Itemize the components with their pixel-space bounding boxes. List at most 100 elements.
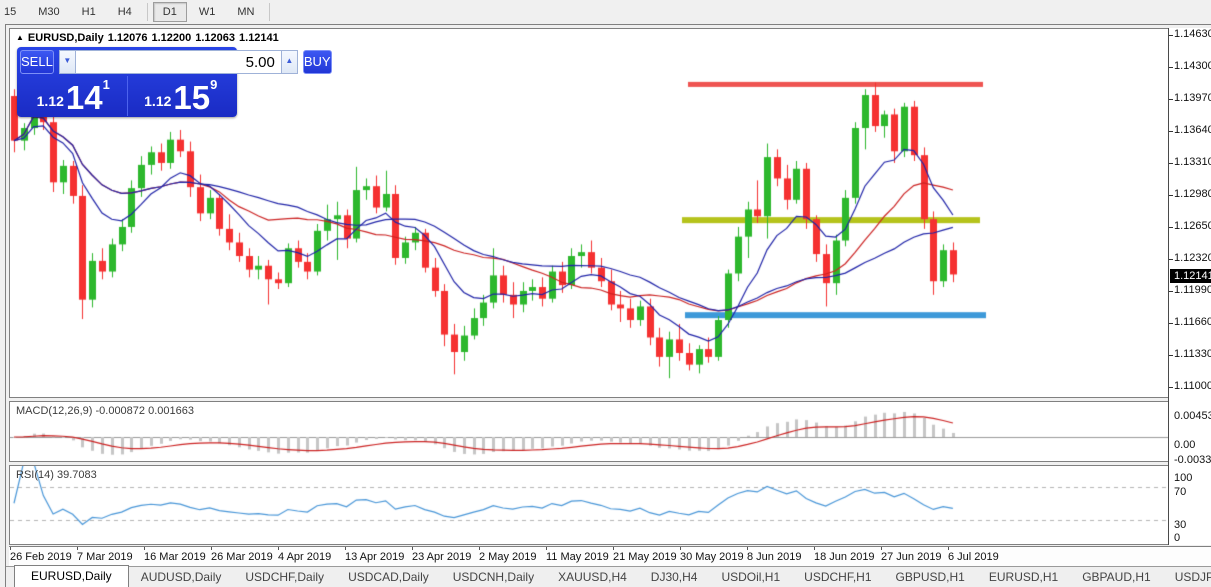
price-axis-tick <box>1169 99 1173 100</box>
buy-button[interactable]: BUY <box>302 50 332 74</box>
price-axis-tick <box>1169 323 1173 324</box>
tab-xauusd-h4[interactable]: XAUUSD,H4 <box>558 570 627 584</box>
price-axis-tick <box>1169 195 1173 196</box>
tab-gbpaud-h1[interactable]: GBPAUD,H1 <box>1082 570 1151 584</box>
price-axis-tick <box>1169 259 1173 260</box>
tab-usdjp[interactable]: USDJP <box>1174 570 1211 584</box>
tab-eurusd-h1[interactable]: EURUSD,H1 <box>988 570 1059 584</box>
rsi-axis-label: 70 <box>1174 486 1187 498</box>
ask-price-button[interactable]: 1.12 15 9 <box>128 76 235 116</box>
date-axis-label: 4 Apr 2019 <box>278 551 332 563</box>
date-axis-tick <box>613 547 614 550</box>
volume-decrease-button[interactable]: ▼ <box>58 50 76 74</box>
timeframe-button-h1[interactable]: H1 <box>81 6 96 18</box>
date-axis-tick <box>814 547 815 550</box>
date-axis-tick <box>278 547 279 550</box>
bid-price-button[interactable]: 1.12 14 1 <box>20 76 127 116</box>
rsi-panel: RSI(14) 39.7083 <box>9 465 1169 545</box>
toolbar-separator <box>269 3 271 21</box>
ask-price-pip: 9 <box>210 77 218 92</box>
timeframe-button-h4[interactable]: H4 <box>117 6 132 18</box>
price-axis-tick <box>1169 163 1173 164</box>
price-axis-label: 1.12650 <box>1174 220 1211 232</box>
rsi-axis-label: 30 <box>1174 519 1187 531</box>
price-axis-tick <box>1169 291 1173 292</box>
volume-increase-button[interactable]: ▲ <box>280 50 298 74</box>
date-axis-label: 26 Feb 2019 <box>10 551 72 563</box>
price-axis-label: 1.13310 <box>1174 156 1211 168</box>
tab-eurusd-daily[interactable]: EURUSD,Daily <box>14 565 129 587</box>
price-axis-label: 1.13970 <box>1174 92 1211 104</box>
price-axis-label: 1.14630 <box>1174 28 1211 40</box>
date-axis[interactable]: 26 Feb 2019 7 Mar 2019 16 Mar 2019 26 Mar 2… <box>9 546 1211 566</box>
tab-usdoil-h1[interactable]: USDOil,H1 <box>721 570 781 584</box>
tab-dj30-h4[interactable]: DJ30,H4 <box>650 570 698 584</box>
price-axis-tick <box>1169 355 1173 356</box>
date-axis-label: 21 May 2019 <box>613 551 677 563</box>
rsi-label: RSI(14) 39.7083 <box>16 469 97 481</box>
tab-usdchf-h1[interactable]: USDCHF,H1 <box>804 570 872 584</box>
date-axis-label: 2 May 2019 <box>479 551 537 563</box>
macd-panel: MACD(12,26,9) -0.000872 0.001663 <box>9 401 1169 462</box>
date-axis-tick <box>546 547 547 550</box>
price-axis-tick <box>1169 67 1173 68</box>
current-price-tag: 1.12141 <box>1170 269 1211 284</box>
date-axis-label: 27 Jun 2019 <box>881 551 942 563</box>
date-axis-label: 18 Jun 2019 <box>814 551 875 563</box>
chart-window: ▲ EURUSD,Daily 1.12076 1.12200 1.12063 1.1214… <box>5 24 1211 587</box>
timeframe-button-mn[interactable]: MN <box>237 6 255 18</box>
price-axis-tick <box>1169 131 1173 132</box>
price-axis-label: 1.12320 <box>1174 252 1211 264</box>
date-axis-label: 23 Apr 2019 <box>412 551 472 563</box>
ohlc-high: 1.12200 <box>151 32 192 44</box>
bid-price-pip: 1 <box>102 77 110 92</box>
timeframe-button-d1[interactable]: D1 <box>152 2 187 22</box>
bid-price-big: 14 <box>65 79 103 116</box>
rsi-axis-label: 100 <box>1174 472 1193 484</box>
date-axis-tick <box>77 547 78 550</box>
date-axis-tick <box>10 547 11 550</box>
tab-usdcnh-daily[interactable]: USDCNH,Daily <box>452 570 535 584</box>
timeframe-button-w1[interactable]: W1 <box>198 6 216 18</box>
price-chart-panel: ▲ EURUSD,Daily 1.12076 1.12200 1.12063 1.1214… <box>9 28 1169 398</box>
ohlc-close: 1.12141 <box>239 32 279 44</box>
tab-audusd-daily[interactable]: AUDUSD,Daily <box>140 570 222 584</box>
date-axis-tick <box>680 547 681 550</box>
one-click-trade-panel: SELL ▼ ▲ BUY 1.12 14 1 <box>17 47 332 117</box>
price-axis[interactable]: 1.14630 1.14300 1.13970 1.13640 1.13310 1.129… <box>1168 28 1211 545</box>
date-axis-tick <box>211 547 212 550</box>
toolbar-separator <box>146 3 148 21</box>
date-axis-tick <box>881 547 882 550</box>
price-axis-label: 1.13640 <box>1174 124 1211 136</box>
chart-ohlc-title: ▲ EURUSD,Daily 1.12076 1.12200 1.12063 1.1214… <box>16 32 283 44</box>
tab-usdcad-daily[interactable]: USDCAD,Daily <box>348 570 429 584</box>
collapse-panel-icon[interactable]: ▲ <box>16 33 24 42</box>
date-axis-tick <box>948 547 949 550</box>
timeframe-button-m30[interactable]: M30 <box>38 6 60 18</box>
tab-gbpusd-h1[interactable]: GBPUSD,H1 <box>895 570 965 584</box>
ask-price-big: 15 <box>173 79 211 116</box>
date-axis-tick <box>747 547 748 550</box>
rsi-chart[interactable] <box>10 466 1168 544</box>
macd-chart[interactable] <box>10 402 1168 461</box>
trade-panel-divider <box>126 76 128 116</box>
date-axis-label: 6 Jul 2019 <box>948 551 999 563</box>
date-axis-tick <box>345 547 346 550</box>
ask-price-small: 1.12 <box>144 93 172 109</box>
date-axis-label: 8 Jun 2019 <box>747 551 802 563</box>
chart-symbol-label: EURUSD,Daily <box>27 32 104 44</box>
timeframe-button-15[interactable]: 15 <box>4 6 17 18</box>
macd-axis-label: 0.00 <box>1174 439 1196 451</box>
price-axis-label: 1.11000 <box>1174 380 1211 392</box>
date-axis-tick <box>144 547 145 550</box>
sell-button[interactable]: SELL <box>20 50 54 74</box>
price-axis-label: 1.11990 <box>1174 284 1211 296</box>
volume-input[interactable] <box>75 50 281 74</box>
date-axis-label: 26 Mar 2019 <box>211 551 273 563</box>
date-axis-label: 16 Mar 2019 <box>144 551 206 563</box>
ohlc-low: 1.12063 <box>195 32 236 44</box>
date-axis-label: 30 May 2019 <box>680 551 744 563</box>
ohlc-open: 1.12076 <box>107 32 148 44</box>
tab-usdchf-daily[interactable]: USDCHF,Daily <box>245 570 325 584</box>
